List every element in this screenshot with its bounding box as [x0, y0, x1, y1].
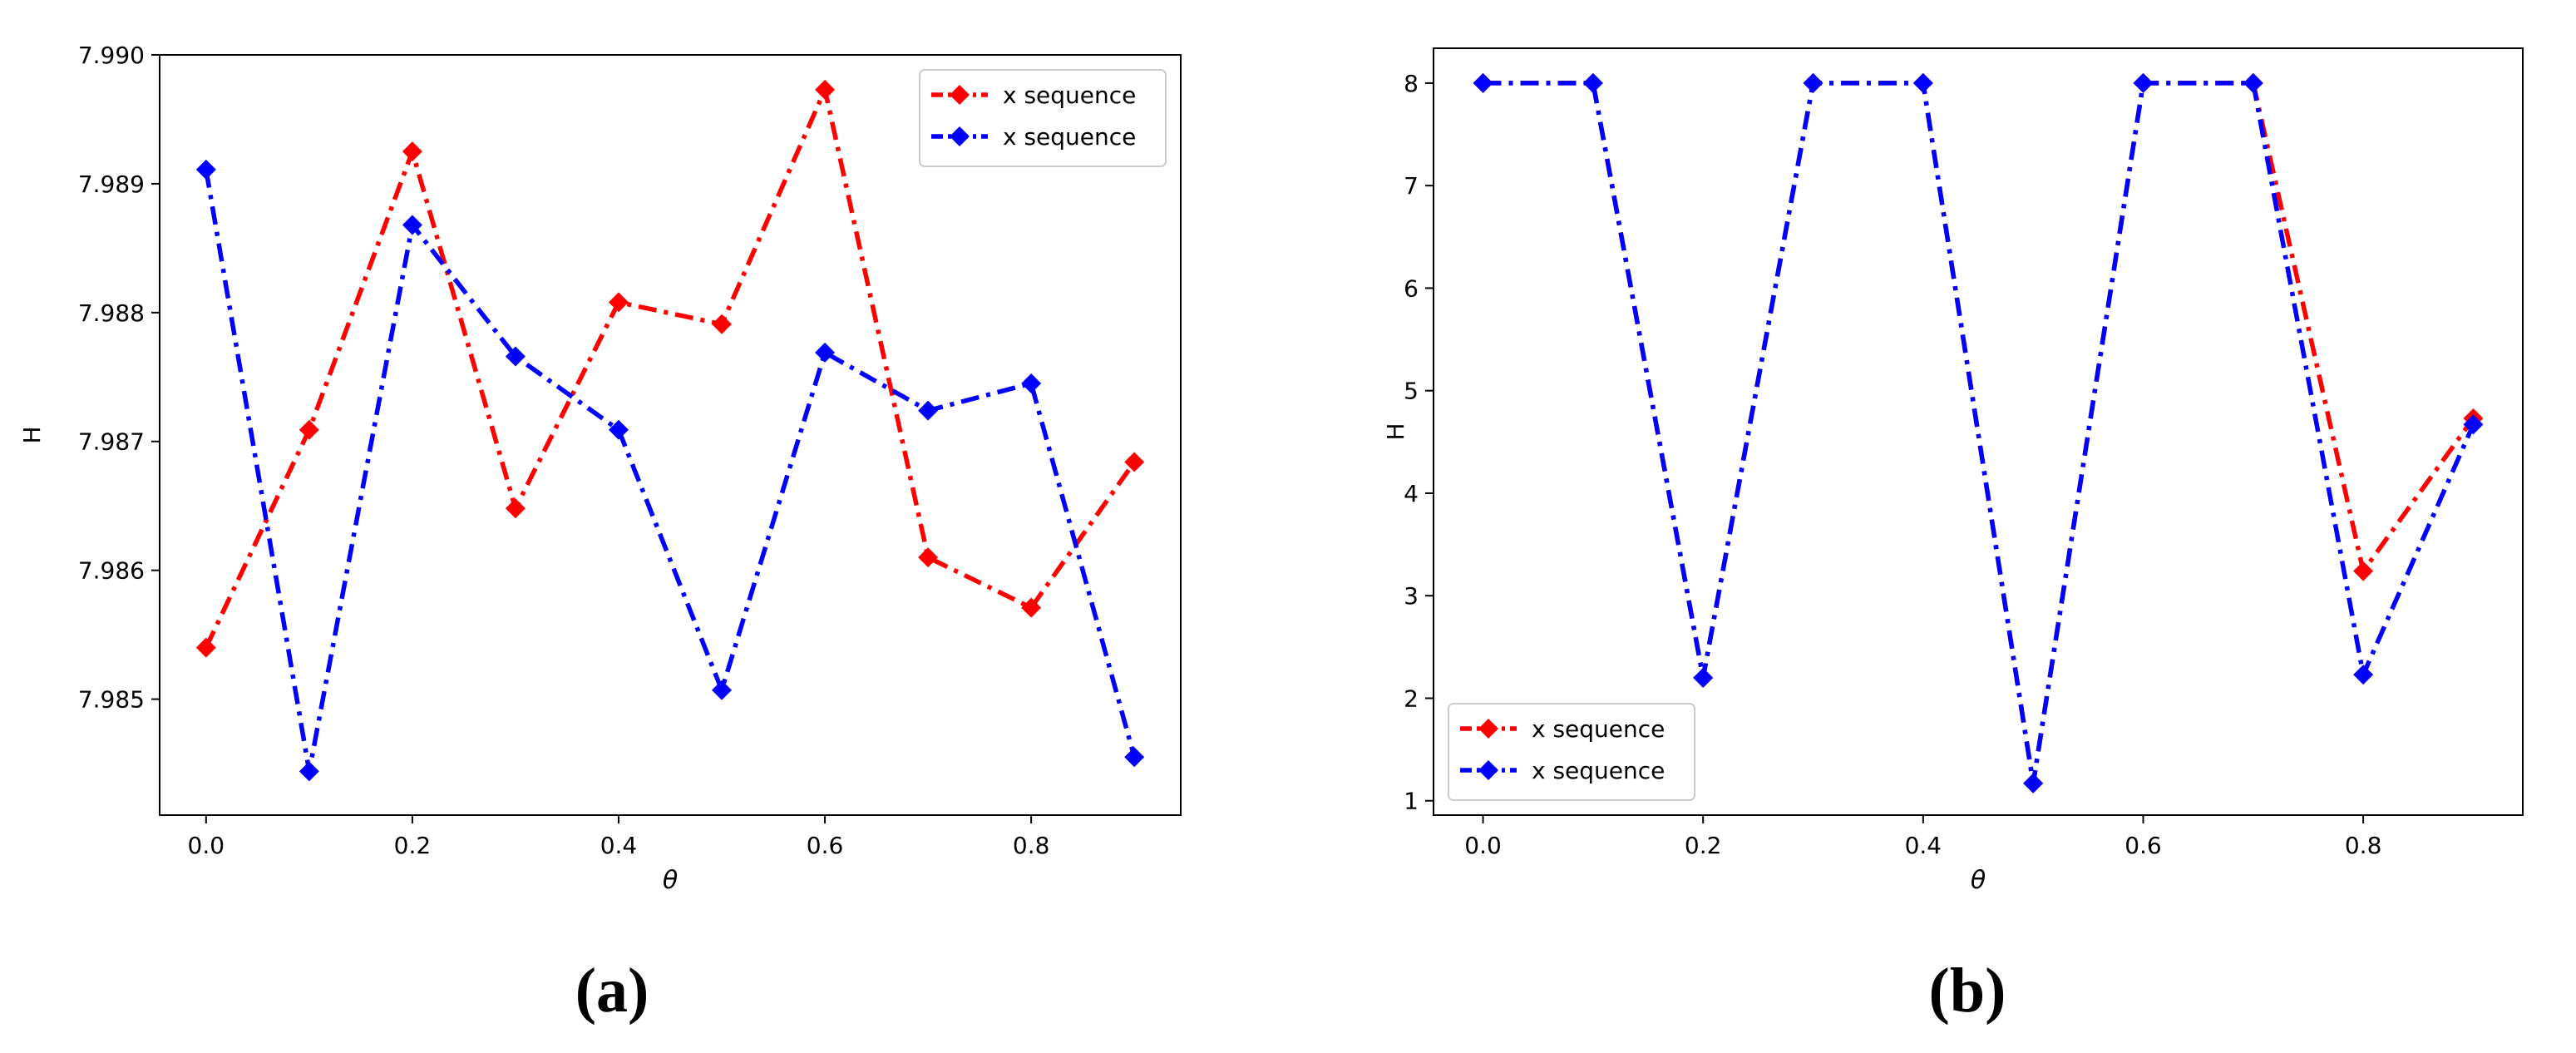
- y-tick-label: 5: [1404, 378, 1419, 405]
- data-point: [1912, 72, 1933, 93]
- data-point: [815, 342, 836, 363]
- x-tick-label: 0.8: [2345, 832, 2382, 859]
- y-tick-label: 7.986: [78, 557, 145, 585]
- caption-b: (b): [1928, 956, 2006, 1026]
- data-point: [1803, 72, 1823, 93]
- data-point: [1693, 667, 1714, 688]
- x-tick-label: 0.6: [2124, 832, 2162, 859]
- data-point: [1473, 72, 1493, 93]
- legend-marker: [1478, 760, 1498, 780]
- y-tick-label: 7.987: [78, 428, 145, 456]
- data-point: [402, 141, 422, 162]
- legend-label: x sequence: [1003, 82, 1136, 109]
- data-point: [299, 761, 319, 782]
- legend-marker: [950, 126, 970, 146]
- data-point: [712, 680, 733, 700]
- x-axis-label: θ: [1971, 866, 1986, 895]
- data-point: [2243, 72, 2263, 93]
- data-point: [815, 79, 836, 100]
- y-tick-label: 3: [1404, 582, 1419, 610]
- data-point: [505, 498, 526, 519]
- data-point: [195, 637, 216, 658]
- data-point: [2463, 414, 2484, 435]
- chart-a: 0.0 0.2 0.4 0.6 0.8 7.985 7.986 7.987 7.988 7.989…: [18, 42, 1182, 895]
- series-line-1: [204, 87, 1137, 649]
- x-tick-label: 0.0: [188, 832, 225, 859]
- y-axis-label: H: [1382, 423, 1409, 440]
- data-point: [2353, 561, 2374, 581]
- x-tick-label: 0.0: [1464, 832, 1502, 859]
- legend-label: x sequence: [1003, 123, 1136, 151]
- legend-marker: [950, 85, 970, 105]
- plot-frame: [159, 54, 1182, 816]
- data-point: [2023, 773, 2044, 793]
- y-tick-label: 8: [1404, 70, 1419, 97]
- data-point: [195, 159, 216, 180]
- series-line-2: [1483, 81, 2476, 786]
- x-tick-label: 0.4: [600, 832, 638, 859]
- x-tick-label: 0.8: [1013, 832, 1050, 859]
- data-point: [2133, 72, 2154, 93]
- plot-frame: [1433, 47, 2524, 816]
- data-point: [712, 314, 733, 334]
- data-point: [2353, 665, 2374, 685]
- y-tick-label: 7.990: [78, 42, 145, 69]
- caption-a: (a): [575, 956, 649, 1026]
- data-point: [918, 547, 939, 568]
- legend-label: x sequence: [1532, 715, 1665, 743]
- y-tick-label: 7: [1404, 172, 1419, 200]
- legend-marker: [1478, 719, 1498, 739]
- data-point: [1582, 72, 1603, 93]
- x-tick-label: 0.6: [807, 832, 844, 859]
- y-axis-label: H: [18, 426, 46, 443]
- data-point: [299, 419, 319, 440]
- y-tick-label: 2: [1404, 685, 1419, 712]
- y-tick-label: 4: [1404, 480, 1419, 507]
- data-point: [1124, 452, 1145, 472]
- x-axis-label: θ: [663, 866, 678, 895]
- legend-label: x sequence: [1532, 757, 1665, 784]
- x-tick-label: 0.2: [1685, 832, 1722, 859]
- y-tick-label: 7.989: [78, 171, 145, 198]
- y-tick-label: 7.988: [78, 299, 145, 327]
- x-tick-label: 0.2: [394, 832, 432, 859]
- data-point: [918, 400, 939, 421]
- legend: x sequence x sequence: [919, 69, 1167, 167]
- series-line-1: [1483, 81, 2475, 786]
- series-line-2: [204, 169, 1137, 774]
- y-tick-label: 6: [1404, 274, 1419, 302]
- y-tick-label: 1: [1404, 788, 1419, 815]
- data-point: [608, 292, 629, 313]
- legend: x sequence x sequence: [1448, 703, 1695, 801]
- x-tick-label: 0.4: [1905, 832, 1942, 859]
- data-point: [402, 215, 422, 235]
- data-point: [505, 346, 526, 367]
- data-point: [1124, 747, 1145, 768]
- data-point: [1021, 373, 1042, 394]
- data-point: [608, 419, 629, 440]
- data-point: [1021, 597, 1042, 618]
- y-tick-label: 7.985: [78, 686, 145, 714]
